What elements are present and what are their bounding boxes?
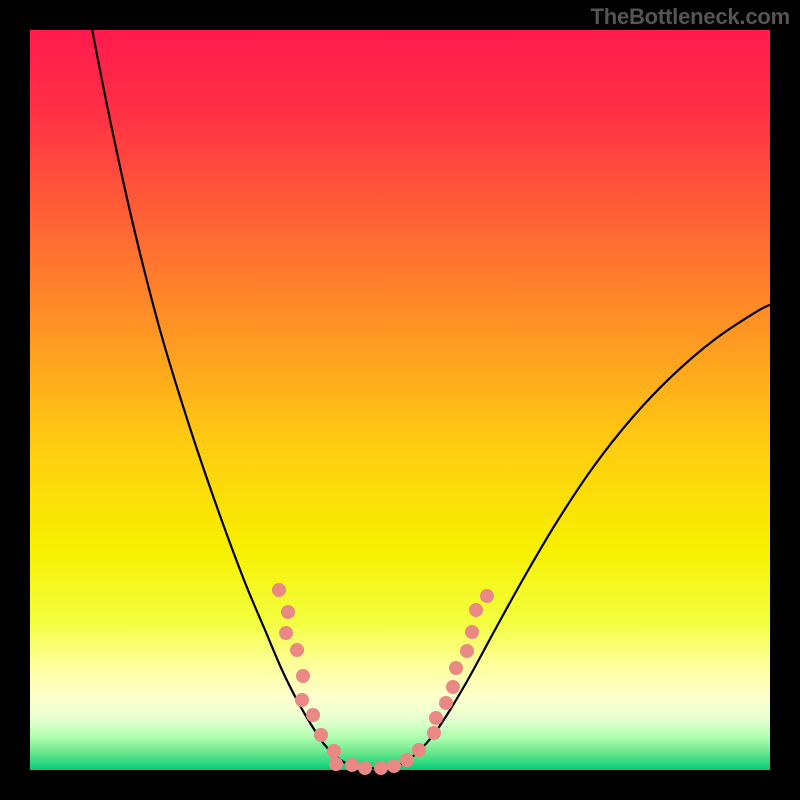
watermark-text: TheBottleneck.com — [590, 4, 790, 30]
chart-canvas: TheBottleneck.com — [0, 0, 800, 800]
plot-area — [30, 30, 770, 770]
